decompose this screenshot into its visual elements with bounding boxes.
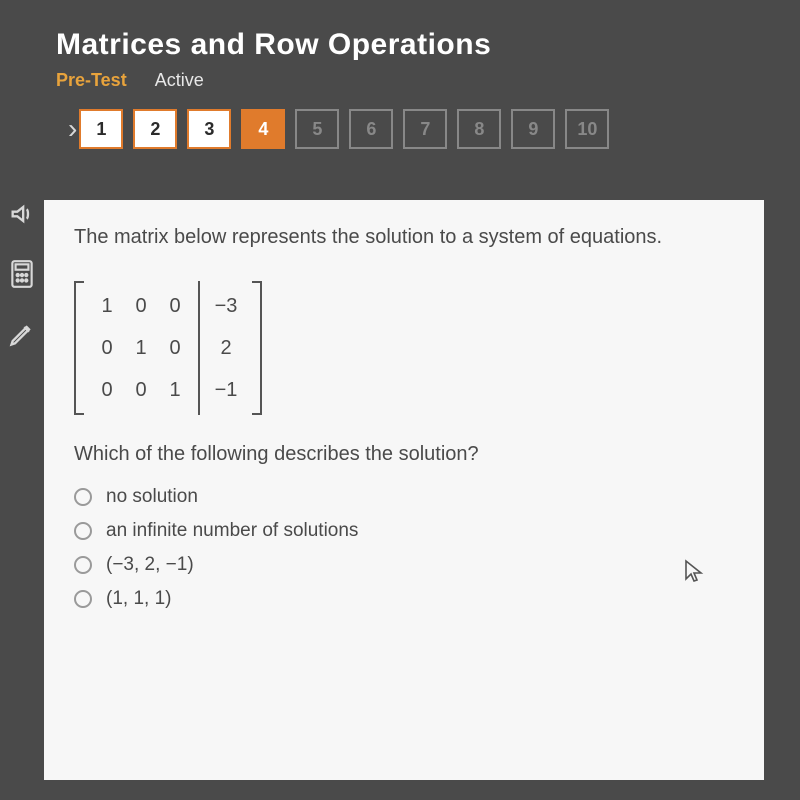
mcell: 0 <box>135 379 146 402</box>
question-nav-8: 8 <box>457 109 501 149</box>
option-1[interactable]: no solution <box>74 486 734 508</box>
question-nav-3[interactable]: 3 <box>187 109 231 149</box>
option-label: no solution <box>106 486 198 508</box>
question-nav: › 1 2 3 4 5 6 7 8 9 10 <box>56 109 772 149</box>
question-nav-2[interactable]: 2 <box>133 109 177 149</box>
qnum: 8 <box>474 119 484 140</box>
qnum: 4 <box>258 119 268 140</box>
question-nav-10: 10 <box>565 109 609 149</box>
qnum: 6 <box>366 119 376 140</box>
mcell: 0 <box>169 295 180 318</box>
option-3[interactable]: (−3, 2, −1) <box>74 554 734 576</box>
chevron-right-icon[interactable]: › <box>68 113 77 145</box>
radio-icon <box>74 488 92 506</box>
matrix-left-block: 1 0 0 0 1 0 0 0 1 <box>84 281 198 415</box>
qnum: 1 <box>96 119 106 140</box>
radio-icon <box>74 522 92 540</box>
qnum: 5 <box>312 119 322 140</box>
radio-icon <box>74 556 92 574</box>
options-list: no solution an infinite number of soluti… <box>74 486 734 610</box>
mcell: 1 <box>101 295 112 318</box>
option-label: (−3, 2, −1) <box>106 554 194 576</box>
active-label: Active <box>155 70 204 91</box>
option-label: (1, 1, 1) <box>106 588 171 610</box>
subtitle-row: Pre-Test Active <box>56 70 772 91</box>
calculator-icon[interactable] <box>9 259 35 296</box>
mcell: −3 <box>215 295 238 318</box>
sound-icon[interactable] <box>8 200 36 235</box>
mcell: 1 <box>169 379 180 402</box>
bracket-right <box>252 281 262 415</box>
radio-icon <box>74 590 92 608</box>
pre-test-label: Pre-Test <box>56 70 127 91</box>
header: Matrices and Row Operations Pre-Test Act… <box>0 0 800 163</box>
qnum: 2 <box>150 119 160 140</box>
mcell: 0 <box>135 295 146 318</box>
mcell: 0 <box>101 379 112 402</box>
cursor-icon <box>684 559 704 590</box>
question-nav-6: 6 <box>349 109 393 149</box>
question-nav-5: 5 <box>295 109 339 149</box>
augmented-matrix: 1 0 0 0 1 0 0 0 1 −3 2 −1 <box>74 281 262 415</box>
qnum: 7 <box>420 119 430 140</box>
question-nav-9: 9 <box>511 109 555 149</box>
question-panel: The matrix below represents the solution… <box>44 200 764 780</box>
question-nav-4[interactable]: 4 <box>241 109 285 149</box>
option-2[interactable]: an infinite number of solutions <box>74 520 734 542</box>
mcell: 2 <box>220 337 231 360</box>
bracket-left <box>74 281 84 415</box>
toolbar <box>0 200 44 355</box>
pencil-icon[interactable] <box>8 320 36 355</box>
mcell: 1 <box>135 337 146 360</box>
page-title: Matrices and Row Operations <box>56 28 772 62</box>
mcell: 0 <box>101 337 112 360</box>
prompt-text: The matrix below represents the solution… <box>74 226 734 249</box>
option-4[interactable]: (1, 1, 1) <box>74 588 734 610</box>
option-label: an infinite number of solutions <box>106 520 358 542</box>
mcell: 0 <box>169 337 180 360</box>
question-nav-7: 7 <box>403 109 447 149</box>
qnum: 10 <box>577 119 597 140</box>
qnum: 9 <box>528 119 538 140</box>
question-nav-1[interactable]: 1 <box>79 109 123 149</box>
qnum: 3 <box>204 119 214 140</box>
question-text: Which of the following describes the sol… <box>74 443 734 466</box>
mcell: −1 <box>215 379 238 402</box>
matrix-augment: −3 2 −1 <box>198 281 252 415</box>
